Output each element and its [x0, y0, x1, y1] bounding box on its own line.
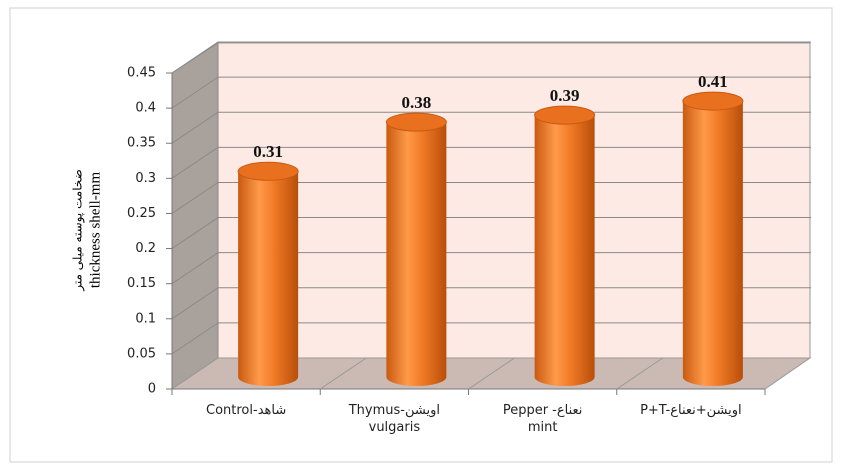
floor-divider — [468, 357, 515, 390]
grid-line — [171, 252, 811, 285]
value-label: 0.31 — [253, 142, 283, 161]
y-tick-label: 0 — [148, 382, 156, 397]
bar-body — [534, 115, 595, 386]
grid-line — [171, 76, 811, 109]
grid-line — [171, 146, 811, 179]
y-axis-label: ضخامت پوسته میلی متر thickness shell-mm — [71, 169, 104, 292]
floor-divider — [319, 357, 367, 390]
grid-line — [171, 181, 811, 214]
y-tick-label: 0.25 — [127, 206, 156, 221]
bar-body — [682, 101, 743, 386]
y-tick-label: 0.05 — [127, 346, 156, 361]
bar — [682, 91, 744, 386]
x-tick-label: Thymus-اویشن vulgaris — [348, 403, 440, 435]
y-tick-label: 0.35 — [127, 136, 156, 151]
floor-divider — [616, 357, 664, 390]
y-tick-label: 0.3 — [135, 171, 156, 186]
grid-line — [171, 111, 811, 144]
x-tick-label: Pepper -نعناع mint — [502, 403, 583, 435]
value-label: 0.41 — [698, 72, 728, 91]
grid-line — [171, 217, 811, 249]
x-tick-label: P+T-اویشن+نعناع — [640, 403, 742, 418]
bar-top — [682, 91, 744, 111]
value-label: 0.38 — [402, 93, 432, 112]
grid-line — [171, 41, 811, 74]
value-label: 0.39 — [550, 86, 580, 105]
bar — [534, 105, 596, 386]
y-tick-label: 0.45 — [127, 66, 156, 81]
y-tick-label: 0.4 — [135, 101, 156, 116]
bar-top — [534, 105, 596, 125]
side-wall — [171, 42, 219, 390]
y-axis-label-en: thickness shell-mm — [87, 172, 103, 289]
bar — [237, 161, 299, 386]
grid-line — [171, 287, 811, 320]
bar-body — [238, 171, 299, 386]
frame — [9, 7, 833, 463]
y-tick-label: 0.2 — [135, 241, 156, 256]
grid-line — [171, 322, 811, 355]
bar — [385, 112, 447, 387]
y-axis-label-fa: ضخامت پوسته میلی متر — [71, 169, 86, 292]
x-tick-label: Control-شاهد — [206, 403, 287, 418]
bar-body — [386, 122, 447, 387]
bar-top — [385, 112, 447, 132]
y-tick-label: 0.1 — [135, 311, 156, 326]
y-tick-label: 0.15 — [127, 276, 156, 291]
bar-top — [237, 161, 299, 181]
